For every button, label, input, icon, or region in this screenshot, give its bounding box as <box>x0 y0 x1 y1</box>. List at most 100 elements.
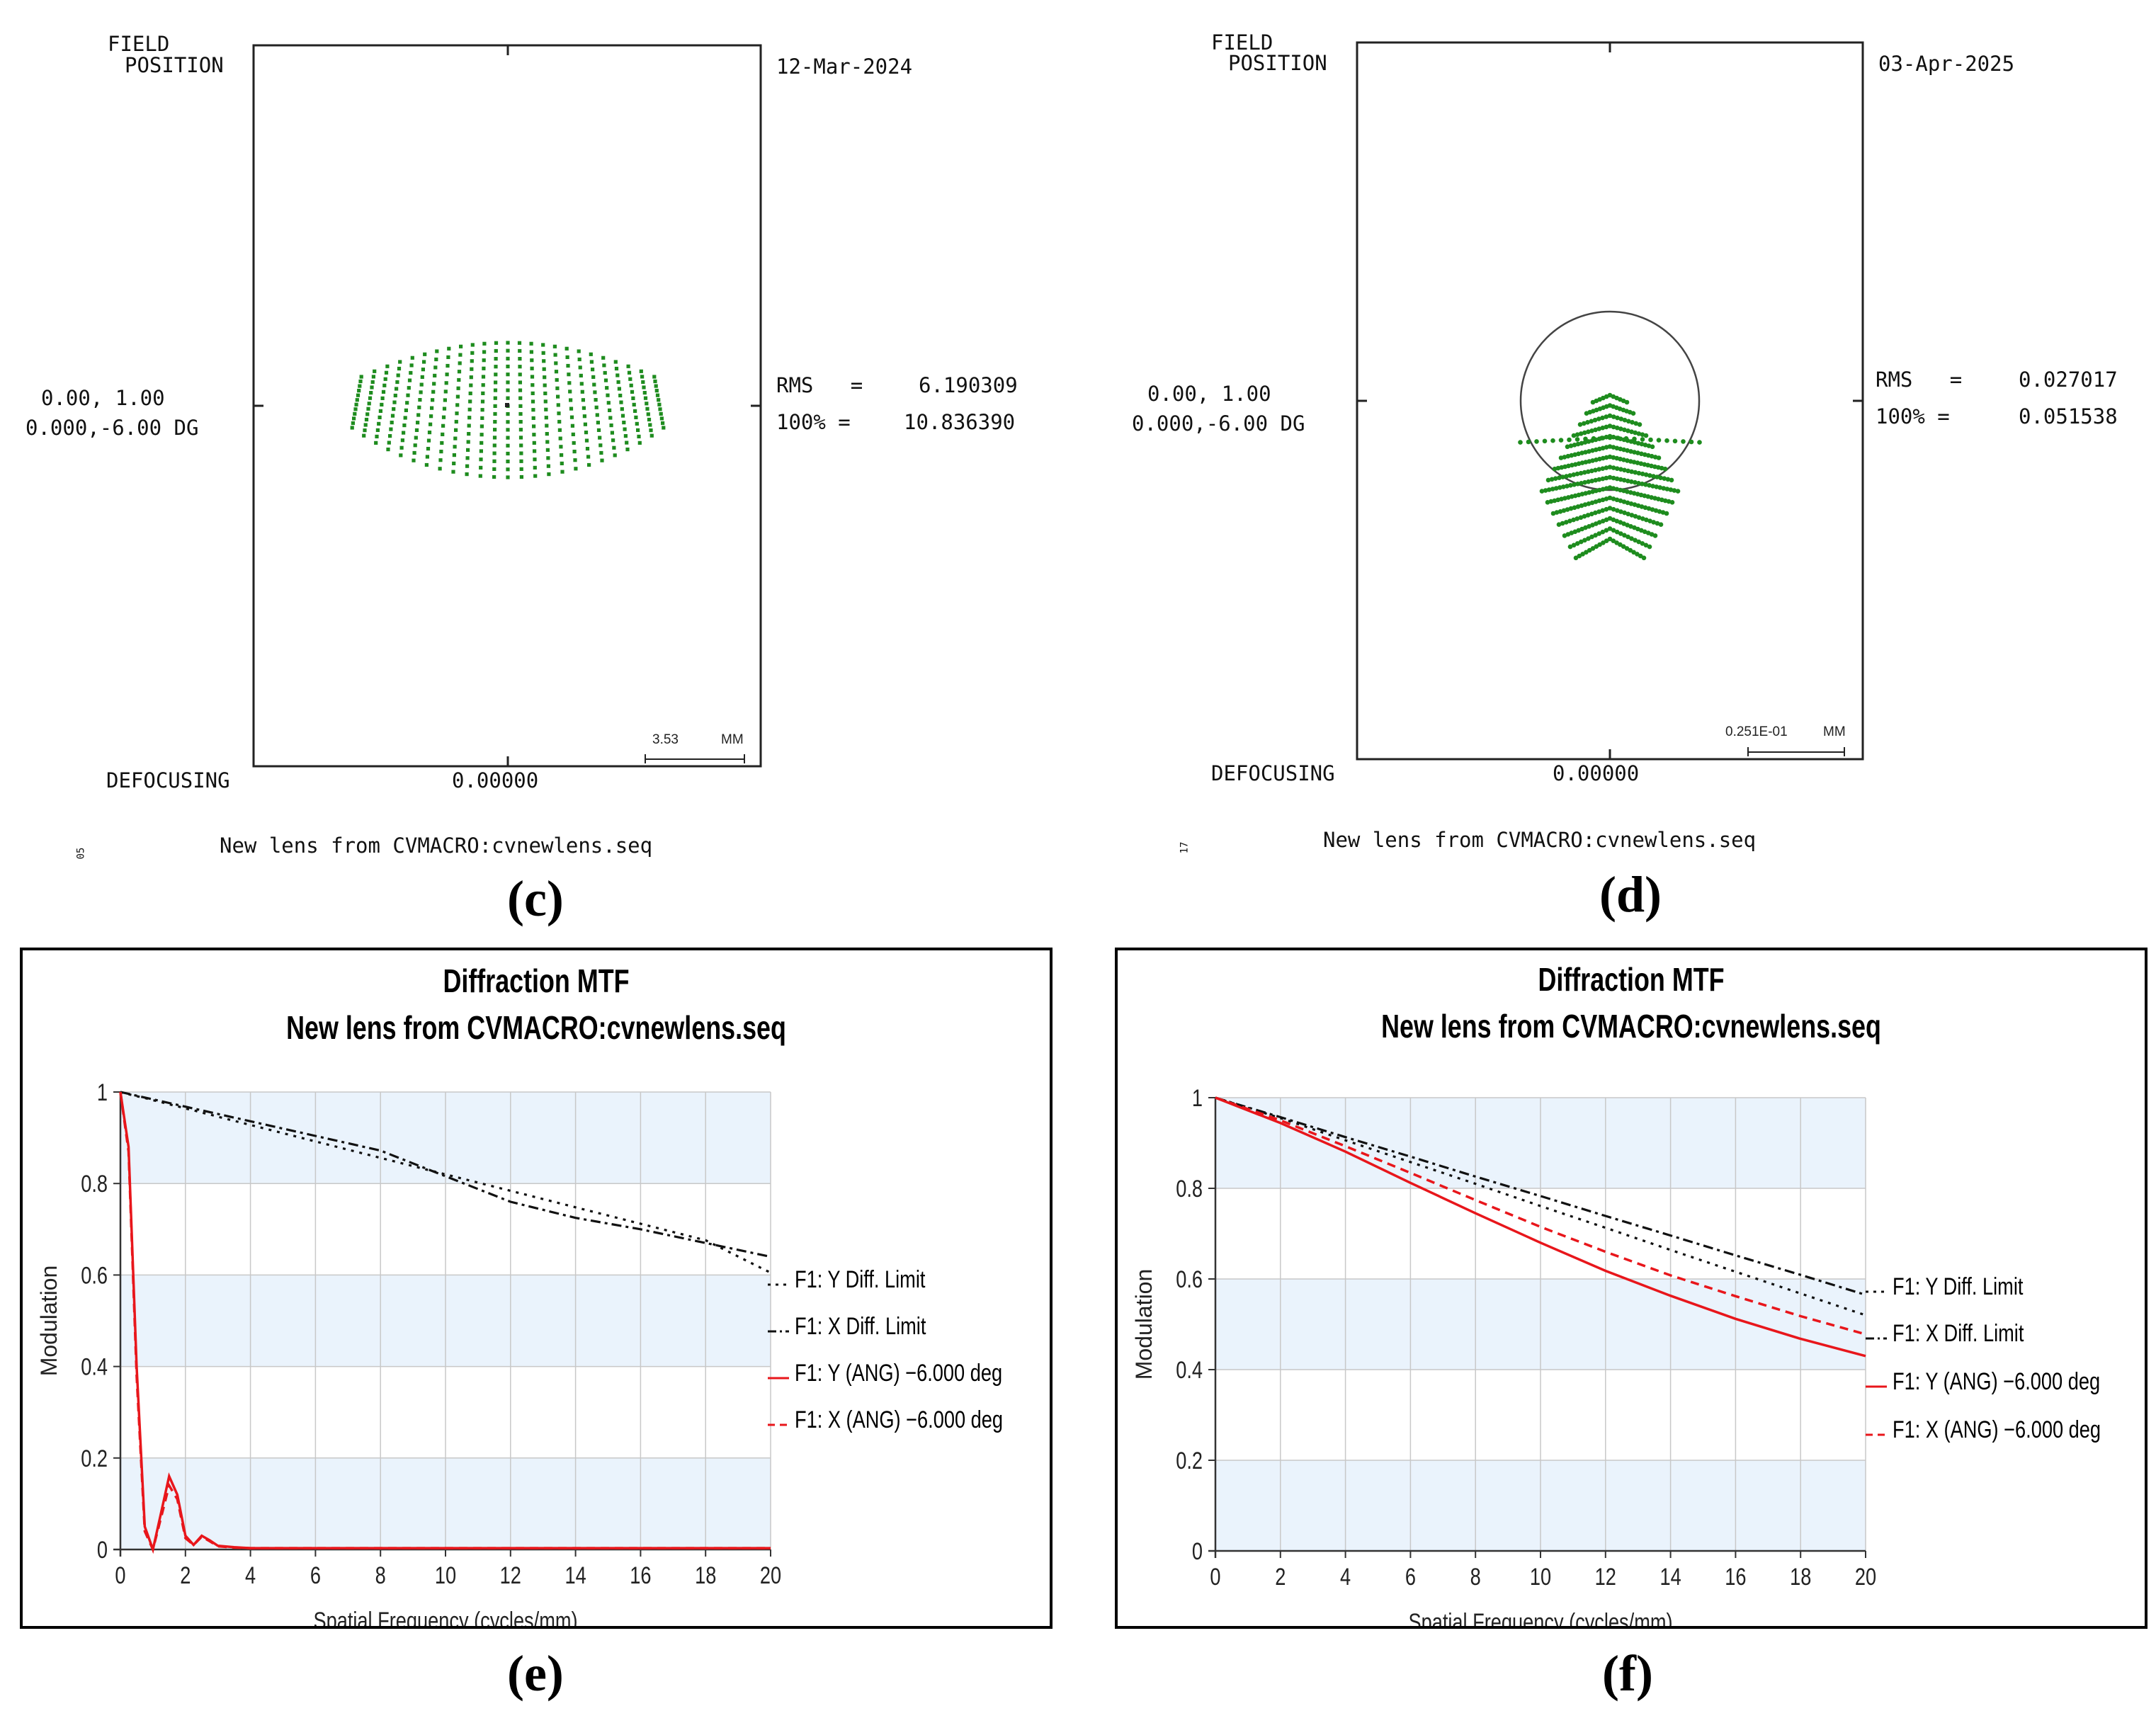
spot-dot <box>1618 531 1623 536</box>
spot-dot <box>1655 474 1659 479</box>
spot-dot <box>1558 509 1563 514</box>
spot-dot <box>434 357 438 362</box>
spot-dot <box>433 373 437 377</box>
spot-dot <box>1636 431 1642 436</box>
spot-dot <box>1656 438 1662 443</box>
spot-dot <box>555 377 559 382</box>
spot-dot <box>1571 472 1577 477</box>
spot-dot <box>1587 547 1592 553</box>
spot-dot <box>613 453 617 457</box>
spot-dot <box>465 464 470 468</box>
spot-dot <box>616 380 620 385</box>
spot-dot <box>1614 497 1620 503</box>
spot-dot <box>557 419 562 424</box>
spot-dot <box>1568 506 1574 511</box>
spot-dot <box>1614 518 1620 524</box>
position-label: POSITION <box>125 53 224 77</box>
spot-dot <box>637 440 642 445</box>
spot-dot <box>439 450 443 454</box>
spot-dot <box>577 357 581 362</box>
spot-dot <box>402 423 407 428</box>
spot-dot <box>547 472 551 477</box>
spot-dot <box>1622 467 1627 473</box>
spot-dot <box>642 385 646 389</box>
spot-dot <box>393 393 397 398</box>
defocusing-value: 0.00000 <box>1553 761 1640 785</box>
x-tick-label: 18 <box>695 1562 716 1589</box>
spot-dot <box>1561 484 1566 489</box>
spot-dot <box>1607 536 1613 542</box>
spot-dot <box>1582 430 1587 436</box>
spot-dot <box>420 375 424 379</box>
spot-dot <box>584 431 589 435</box>
spot-dot <box>467 432 471 436</box>
spot-dot <box>457 370 462 374</box>
spot-dot <box>1575 432 1580 437</box>
chart-subtitle: New lens from CVMACRO:cvnewlens.seq <box>1381 1008 1881 1045</box>
spot-dot <box>599 450 603 455</box>
spot-dot <box>1630 411 1636 416</box>
spot-dot <box>399 445 404 450</box>
spot-dot <box>643 396 648 400</box>
spot-dot <box>1656 455 1662 460</box>
spot-dot <box>1572 505 1577 511</box>
spot-dot <box>1569 530 1575 535</box>
spot-dot <box>1630 420 1635 425</box>
spot-dot <box>1662 476 1667 481</box>
spot-dot <box>1650 507 1655 512</box>
spot-dot <box>1596 416 1601 421</box>
spot-dot <box>506 364 510 369</box>
spot-dot <box>1582 470 1587 475</box>
spot-dot <box>1664 511 1669 516</box>
spot-dot <box>1643 472 1649 477</box>
x-axis-label: Spatial Frequency (cycles/mm) <box>1408 1608 1672 1626</box>
spot-dot <box>1640 516 1645 521</box>
spot-dot <box>1560 474 1565 479</box>
spot-dot <box>608 416 613 420</box>
spot-dot <box>410 356 414 360</box>
spot-dot <box>455 411 459 416</box>
spot-dot <box>1560 521 1565 526</box>
spot-dot <box>580 389 584 394</box>
spot-dot <box>1600 529 1606 535</box>
spot-dot <box>1689 439 1694 445</box>
spot-dot <box>1625 428 1630 433</box>
spot-dot <box>459 344 463 348</box>
x-tick-label: 0 <box>1210 1563 1220 1591</box>
spot-dot <box>386 448 390 452</box>
spot-dot <box>1539 489 1545 494</box>
spot-dot <box>605 386 609 390</box>
spot-dot <box>492 436 497 440</box>
spot-dot <box>1638 553 1643 559</box>
spot-dot <box>553 353 557 357</box>
spot-dot <box>662 426 666 430</box>
legend-x-diff-limit: F1: X Diff. Limit <box>795 1313 926 1340</box>
spot-dot <box>481 391 485 395</box>
plot-date: 12-Mar-2024 <box>776 55 913 79</box>
spot-dot <box>531 391 535 395</box>
spot-dot <box>641 380 645 385</box>
spot-diagram-c: 3.53 MM <box>252 44 762 768</box>
spot-dot <box>357 389 361 393</box>
spot-dot <box>480 416 484 420</box>
spot-dot <box>558 436 562 440</box>
spot-dot <box>1604 465 1609 470</box>
spot-dot <box>1624 546 1630 551</box>
spot-dot <box>603 378 608 382</box>
spot-dot <box>657 398 661 402</box>
spot-dot <box>481 383 485 387</box>
spot-dot <box>1567 437 1572 443</box>
spot-dot <box>493 420 497 424</box>
spot-dot <box>1586 501 1592 506</box>
spot-dot <box>1607 495 1613 501</box>
spot-dot <box>541 351 545 355</box>
spot-dot <box>1600 425 1606 431</box>
spot-dot <box>623 434 628 438</box>
spot-dot <box>531 383 535 387</box>
spot-dot <box>493 396 497 400</box>
spot-dot <box>1661 486 1667 491</box>
spot-dot <box>466 440 470 444</box>
spot-dot <box>1576 451 1581 457</box>
spot-dot <box>517 341 522 345</box>
spot-dot <box>1542 438 1548 444</box>
